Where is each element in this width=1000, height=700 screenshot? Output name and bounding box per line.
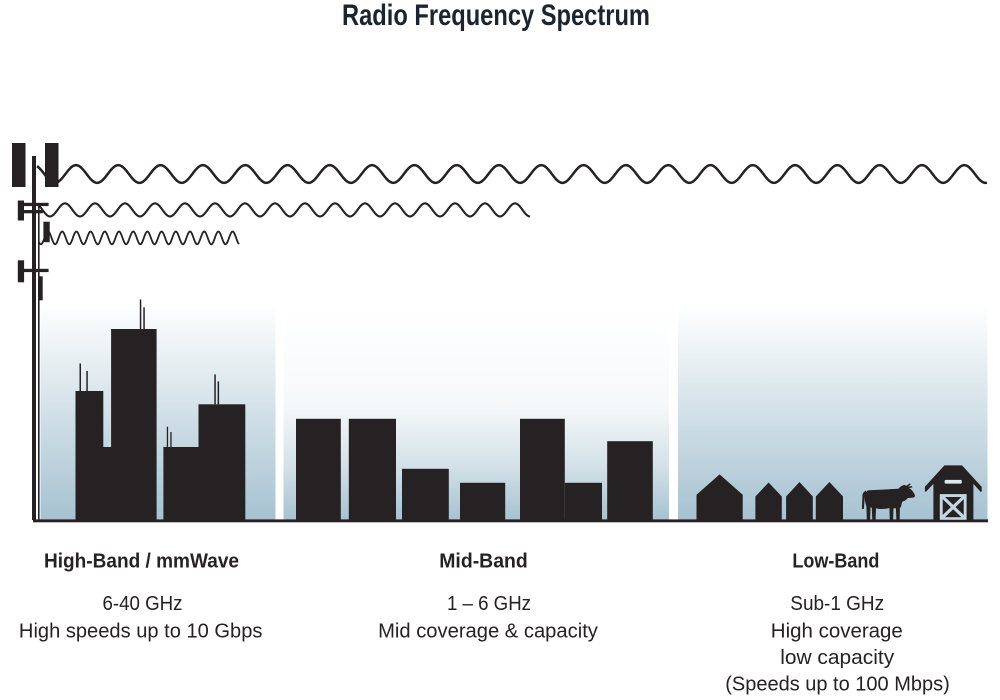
svg-text:Mid coverage & capacity: Mid coverage & capacity [378, 621, 598, 643]
svg-text:High speeds up to 10 Gbps: High speeds up to 10 Gbps [19, 621, 263, 643]
svg-text:Low-Band: Low-Band [792, 550, 879, 573]
svg-text:6-40 GHz: 6-40 GHz [103, 593, 183, 615]
svg-text:(Speeds up to 100 Mbps): (Speeds up to 100 Mbps) [725, 674, 950, 696]
svg-text:High-Band / mmWave: High-Band / mmWave [44, 550, 239, 573]
svg-text:Sub-1 GHz: Sub-1 GHz [790, 593, 884, 615]
svg-text:High coverage: High coverage [771, 621, 903, 643]
svg-text:1 – 6 GHz: 1 – 6 GHz [447, 593, 531, 615]
svg-text:Radio Frequency Spectrum: Radio Frequency Spectrum [342, 0, 650, 32]
svg-text:low capacity: low capacity [780, 647, 894, 669]
svg-text:Mid-Band: Mid-Band [439, 550, 528, 573]
